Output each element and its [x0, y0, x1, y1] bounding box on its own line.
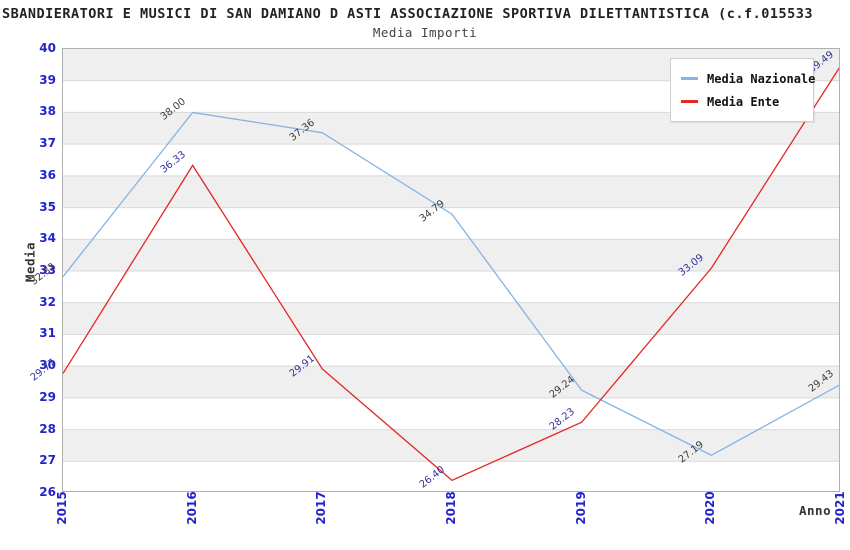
legend: Media Nazionale Media Ente [670, 58, 815, 122]
x-tick-label: 2019 [573, 491, 588, 525]
y-tick-label: 32 [39, 294, 56, 309]
y-tick-label: 33 [39, 263, 56, 277]
x-tick-label: 2015 [55, 491, 69, 525]
x-tick-label: 2020 [703, 491, 718, 525]
chart-subtitle: Media Importi [372, 25, 478, 40]
y-tick-label: 28 [39, 421, 56, 436]
y-tick-label: 36 [39, 167, 56, 182]
x-tick-label: 2021 [833, 491, 847, 525]
legend-label: Media Nazionale [707, 71, 816, 86]
y-tick-label: 27 [39, 453, 56, 468]
y-tick-label: 34 [39, 231, 56, 246]
plot-area [62, 48, 840, 492]
media-ente-line-swatch [681, 100, 698, 103]
x-axis-title: Anno [799, 503, 832, 518]
media-nazionale-line-swatch [681, 77, 698, 80]
y-tick-label: 31 [39, 326, 56, 341]
y-tick-label: 37 [39, 136, 56, 151]
x-tick-label: 2016 [184, 491, 199, 525]
y-tick-label: 30 [39, 358, 56, 373]
y-tick-label: 38 [39, 104, 56, 119]
y-tick-label: 39 [39, 72, 56, 87]
legend-label: Media Ente [707, 94, 780, 109]
y-tick-label: 26 [39, 485, 56, 499]
legend-item-media-ente: Media Ente [681, 90, 803, 113]
x-tick-label: 2018 [444, 491, 458, 525]
series-line-media-nazionale [63, 111, 839, 456]
series-line-media-ente [63, 67, 839, 482]
y-tick-label: 40 [39, 41, 56, 55]
x-tick-label: 2017 [314, 491, 329, 525]
y-tick-label: 35 [39, 199, 56, 214]
legend-item-media-nazionale: Media Nazionale [681, 67, 815, 90]
chart-title: SBANDIERATORI E MUSICI DI SAN DAMIANO D … [2, 6, 814, 22]
y-tick-label: 29 [39, 389, 56, 404]
